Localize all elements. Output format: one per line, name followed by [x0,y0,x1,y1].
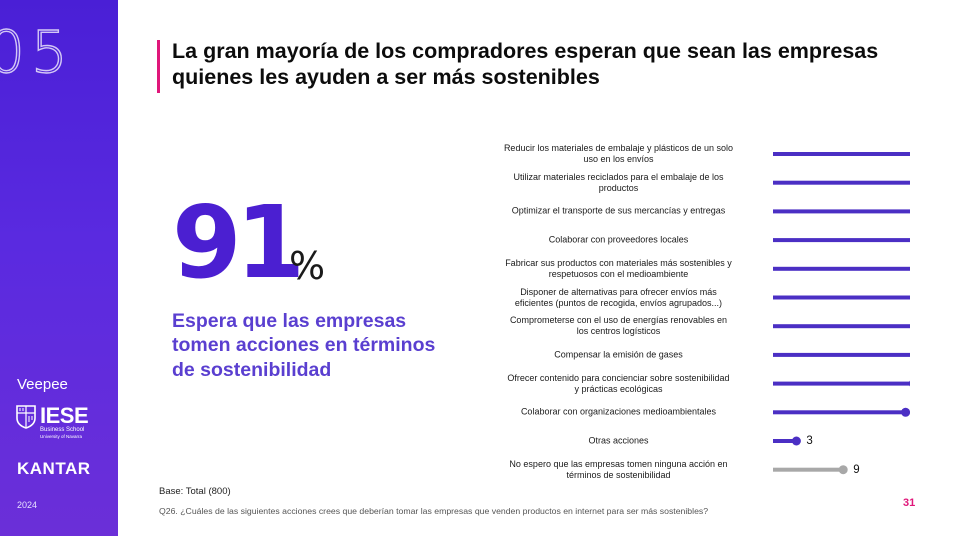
kantar-logo: KANTAR [17,459,91,478]
slide-title: La gran mayoría de los compradores esper… [172,39,879,89]
bar-label: No espero que las empresas tomen ninguna… [470,459,767,481]
bar [773,180,910,185]
bar-label: Colaborar con proveedores locales [470,235,767,246]
bar-label-line: términos de sostenibilidad [566,469,671,480]
bar [773,410,906,415]
title-accent-bar [157,40,160,93]
bar [773,352,910,357]
bar-label-line: Fabricar sus productos con materiales má… [505,257,732,268]
bar-label: Otras acciones [470,436,767,447]
bar-label: Optimizar el transporte de sus mercancía… [470,206,767,217]
bar-label: Fabricar sus productos con materiales má… [470,258,767,280]
iese-subtitle: Business School [40,427,85,433]
bar [773,238,910,243]
bar-label: Colaborar con organizaciones medioambien… [470,407,767,418]
page-number: 31 [903,497,916,509]
bar-value-label: 9 [853,463,860,476]
bar [773,439,797,443]
bar-label-line: uso en los envíos [583,154,654,164]
bar-label-line: Compensar la emisión de gases [554,349,683,360]
bar [773,152,910,156]
bar-label: Reducir los materiales de embalaje y plá… [470,143,767,165]
bar-label-line: No espero que las empresas tomen ninguna… [509,458,728,469]
year-label: 2024 [17,500,38,510]
bar [773,295,910,300]
bar-label-line: eficientes (puntos de recogida, envíos a… [514,297,723,308]
highlight-number: 91 [172,184,305,301]
highlight-unit: % [289,244,326,288]
bar [773,266,910,271]
bar-label-line: productos [598,182,639,193]
bar-label-line: respetuosos con el medioambiente [548,268,689,279]
bar-label: Comprometerse con el uso de energías ren… [470,315,767,337]
bar-label-line: Colaborar con organizaciones medioambien… [520,406,717,417]
bar-label-line: Ofrecer contenido para concienciar sobre… [507,372,730,383]
bar-label-line: y prácticas ecológicas [574,383,663,394]
question-note: Q26. ¿Cuáles de las siguientes acciones … [159,506,709,516]
sidebar: 05 Veepee IESE Business School Universit… [0,0,118,536]
bar [773,467,844,472]
iese-university: University of Navarra [40,434,83,439]
bar-label-line: Reducir los materiales de embalaje y plá… [503,143,734,153]
bar-label: Utilizar materiales reciclados para el e… [470,172,767,194]
bar-label-line: Comprometerse con el uso de energías ren… [509,315,728,326]
bar-end-dot [901,407,910,417]
bar [773,209,910,214]
bar-label-line: Colaborar con proveedores locales [548,234,689,245]
bar-end-dot [908,380,910,387]
base-note: Base: Total (800) [159,486,231,497]
bar-end-dot [838,465,848,475]
bar-end-dot [791,436,801,446]
section-number: 05 [0,17,74,86]
bar-label-line: Otras acciones [588,435,649,446]
iese-shield-icon [16,405,36,429]
chart-canvas [773,152,910,475]
bar-label: Ofrecer contenido para concienciar sobre… [470,373,767,395]
bar-label-line: los centros logísticos [576,326,661,337]
iese-wordmark: IESE [40,403,89,428]
bar-label: Compensar la emisión de gases [470,349,767,360]
actions-bar-chart: Reducir los materiales de embalaje y plá… [470,138,910,488]
bar-label-line: Optimizar el transporte de sus mercancía… [511,205,726,216]
highlight-text: Espera que las empresas tomen acciones e… [172,310,436,381]
bar [773,381,910,386]
bar-label-line: Disponer de alternativas para ofrecer en… [520,286,717,297]
bar [773,324,910,329]
bar-label: Disponer de alternativas para ofrecer en… [470,287,767,309]
veepee-logo: Veepee [17,376,68,393]
bar-value-label: 3 [806,435,813,447]
bar-label-line: Utilizar materiales reciclados para el e… [513,171,724,182]
iese-logo: IESE Business School University of Navar… [16,403,89,440]
